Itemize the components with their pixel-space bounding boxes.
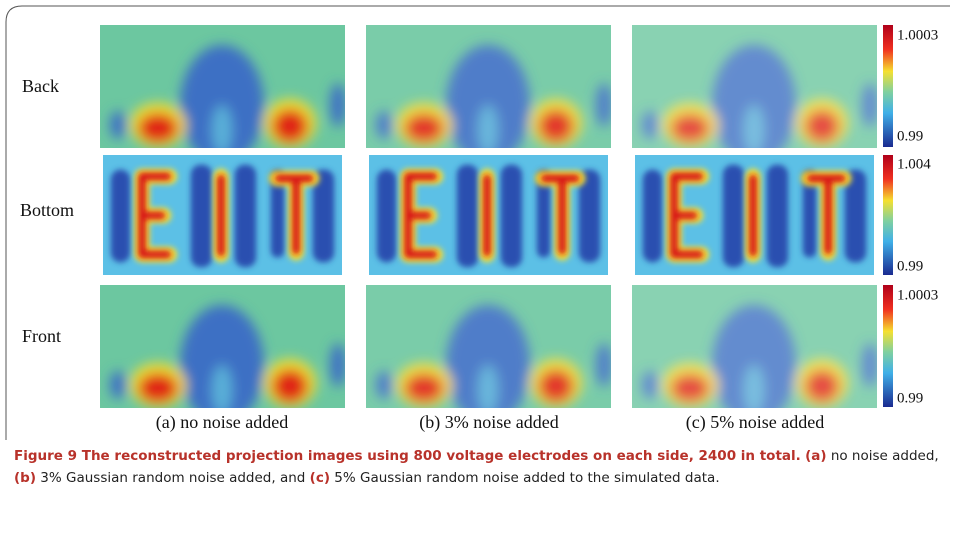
caption-segment: 3% Gaussian random noise added, and (36, 470, 310, 486)
colorbar-min: 0.99 (897, 128, 923, 144)
colorbar (883, 25, 893, 147)
image (632, 285, 878, 425)
caption: Figure 9 The reconstructed projection im… (14, 445, 944, 489)
row-label: Bottom (20, 200, 74, 220)
caption-segment: (c) (309, 470, 330, 486)
colorbar-max: 1.004 (897, 156, 931, 172)
caption-segment: Figure 9 The reconstructed projection im… (14, 448, 801, 464)
caption-segment: (a) (805, 448, 827, 464)
colorbars (883, 25, 893, 407)
image (366, 285, 612, 425)
image (635, 155, 874, 275)
image (632, 25, 878, 165)
colorbar (883, 155, 893, 275)
caption-segment: 5% Gaussian random noise added to the si… (330, 470, 720, 486)
colorbar-max: 1.0003 (897, 287, 938, 303)
colorbar-max: 1.0003 (897, 27, 938, 43)
image (369, 155, 608, 275)
images (100, 25, 878, 425)
image (100, 25, 346, 165)
caption-segment: (b) (14, 470, 37, 486)
colorbar (883, 285, 893, 407)
figure: Back Bottom Front (a) no noise added (b)… (5, 5, 950, 440)
row-label: Back (22, 76, 59, 96)
row-label: Front (22, 326, 61, 346)
column-label: (c) 5% noise added (686, 412, 824, 433)
image (100, 285, 346, 425)
image (366, 25, 612, 165)
image (103, 155, 342, 275)
caption-segment: no noise added, (826, 448, 939, 464)
column-label: (b) 3% noise added (419, 412, 558, 433)
colorbar-min: 0.99 (897, 258, 923, 274)
colorbar-min: 0.99 (897, 390, 923, 406)
frame (5, 5, 950, 440)
column-label: (a) no noise added (156, 412, 288, 433)
